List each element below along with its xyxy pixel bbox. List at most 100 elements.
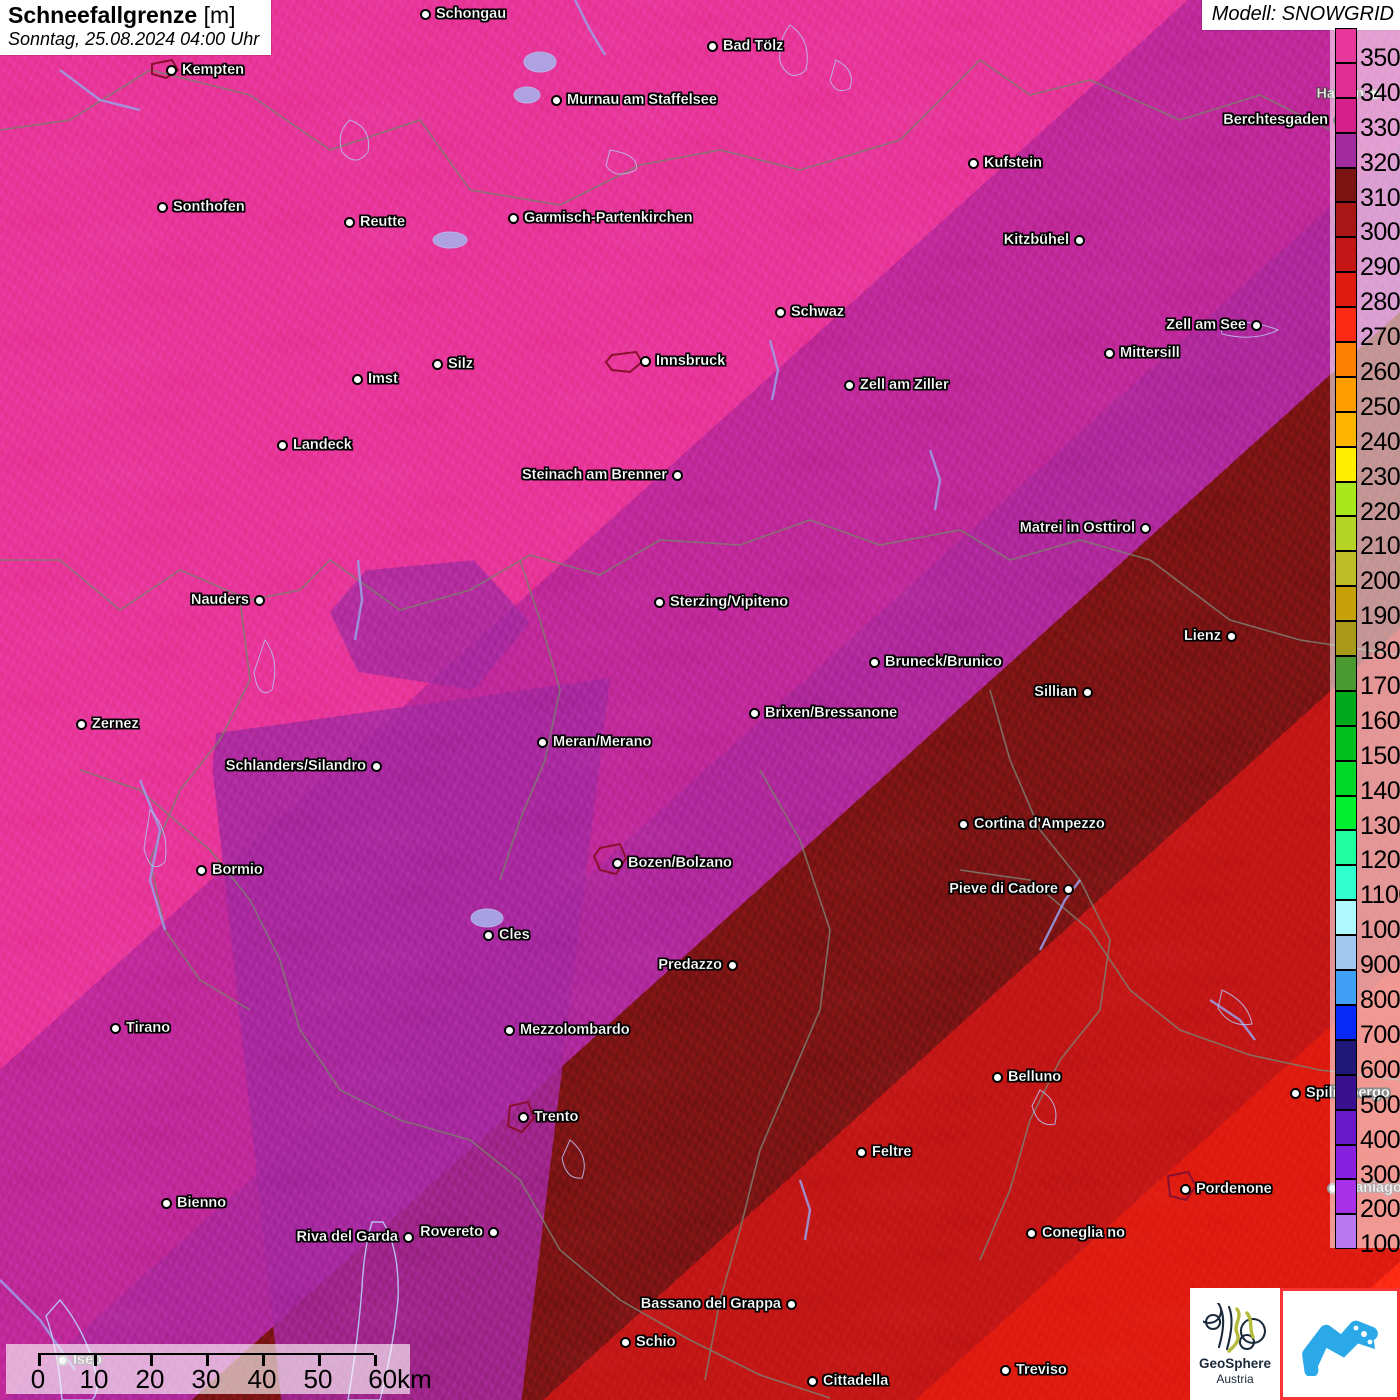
city-name: Kitzbühel [1003, 232, 1069, 248]
city-label[interactable]: Berchtesgaden [1223, 112, 1344, 128]
city-label[interactable]: Cittadella [807, 1373, 888, 1389]
city-label[interactable]: Rovereto [420, 1224, 499, 1240]
city-label[interactable]: Treviso [1000, 1362, 1067, 1378]
city-label[interactable]: Pordenone [1180, 1181, 1272, 1197]
legend-value-label: 1200 [1360, 846, 1400, 875]
city-marker-icon [672, 469, 683, 481]
city-label[interactable]: Nauders [191, 592, 265, 608]
scale-label: 30 [191, 1364, 221, 1394]
city-label[interactable]: Innsbruck [640, 353, 725, 369]
city-label[interactable]: Feltre [856, 1144, 912, 1160]
legend-swatch [1335, 1039, 1357, 1075]
city-label[interactable]: Sterzing/Vipiteno [654, 594, 788, 610]
geosphere-logo[interactable]: GeoSphere Austria [1190, 1288, 1280, 1400]
city-label[interactable]: Kufstein [968, 155, 1042, 171]
legend-swatch [1335, 656, 1357, 691]
city-label[interactable]: Zell am Ziller [844, 377, 949, 393]
city-label[interactable]: Schwaz [775, 304, 844, 320]
city-marker-icon [786, 1298, 797, 1310]
legend-swatch [1335, 132, 1357, 168]
city-marker-icon [654, 596, 665, 608]
city-name: Bad Tölz [723, 38, 784, 54]
city-marker-icon [161, 1197, 172, 1209]
city-name: Berchtesgaden [1223, 112, 1328, 128]
snow-mountain-icon [1302, 1320, 1378, 1376]
city-label[interactable]: Zell am See [1166, 317, 1262, 333]
city-label[interactable]: Bassano del Grappa [641, 1296, 797, 1312]
legend-row: 1500 [1330, 725, 1400, 768]
city-label[interactable]: Bienno [161, 1195, 226, 1211]
city-label[interactable]: Silz [432, 356, 473, 372]
city-marker-icon [537, 736, 548, 748]
city-label[interactable]: Kitzbühel [1004, 232, 1085, 248]
city-marker-icon [76, 718, 87, 730]
city-label[interactable]: Imst [352, 371, 398, 387]
city-label[interactable]: Brixen/Bressanone [749, 705, 897, 721]
city-name: Mittersill [1120, 345, 1180, 361]
city-label[interactable]: Zernez [76, 716, 139, 732]
legend-row: 1900 [1330, 586, 1400, 629]
city-marker-icon [352, 373, 363, 385]
city-label[interactable]: Cles [483, 927, 530, 943]
legend-swatch [1335, 690, 1357, 726]
legend-swatch [1335, 935, 1357, 971]
city-label[interactable]: Murnau am Staffelsee [551, 92, 717, 108]
city-name: Schio [636, 1334, 676, 1350]
city-label[interactable]: Sillian [1034, 684, 1093, 700]
city-label[interactable]: Trento [518, 1109, 578, 1125]
city-label[interactable]: Garmisch-Partenkirchen [508, 210, 693, 226]
legend-row: 200 [1330, 1179, 1400, 1222]
city-name: Bozen/Bolzano [628, 855, 732, 871]
city-name: Sonthofen [173, 199, 245, 215]
city-label[interactable]: Riva del Garda [296, 1229, 414, 1245]
legend-swatch [1335, 28, 1357, 63]
city-label[interactable]: Bruneck/Brunico [869, 654, 1002, 670]
scale-label: 20 [135, 1364, 165, 1394]
city-marker-icon [612, 857, 623, 869]
city-label[interactable]: Kempten [166, 62, 244, 78]
city-label[interactable]: Pieve di Cadore [949, 881, 1074, 897]
city-marker-icon [707, 40, 718, 52]
color-legend[interactable]: 3500 3400 3300 3200 3100 3000 2900 2800 2700 2600… [1330, 28, 1400, 1257]
city-label[interactable]: Cortina d'Ampezzo [958, 816, 1105, 832]
city-label[interactable]: Bozen/Bolzano [612, 855, 732, 871]
city-label[interactable]: Tirano [110, 1020, 170, 1036]
scale-label: 0 [30, 1364, 46, 1394]
city-name: Bormio [212, 862, 263, 878]
city-label[interactable]: Meran/Merano [537, 734, 651, 750]
city-label[interactable]: Mezzolombardo [504, 1022, 630, 1038]
city-label[interactable]: Bad Tölz [707, 38, 784, 54]
legend-value-label: 500 [1360, 1090, 1400, 1119]
city-marker-icon [620, 1336, 631, 1348]
city-label[interactable]: Reutte [344, 214, 405, 230]
city-name: Bassano del Grappa [640, 1296, 781, 1312]
city-marker-icon [166, 64, 177, 76]
legend-value-label: 2100 [1360, 532, 1400, 561]
city-label[interactable]: Steinach am Brenner [522, 467, 683, 483]
city-label[interactable]: Landeck [277, 437, 352, 453]
legend-swatch [1335, 167, 1357, 203]
legend-value-label: 2500 [1360, 392, 1400, 421]
city-label[interactable]: Mittersill [1104, 345, 1180, 361]
city-label[interactable]: Coneglia no [1026, 1225, 1125, 1241]
city-marker-icon [1290, 1087, 1301, 1099]
city-label[interactable]: Bormio [196, 862, 263, 878]
legend-value-label: 2700 [1360, 323, 1400, 352]
city-label[interactable]: Schio [620, 1334, 676, 1350]
snowgrid-logo[interactable] [1280, 1288, 1400, 1400]
title-box: Schneefallgrenze [m] Sonntag, 25.08.2024… [0, 0, 272, 55]
city-name: Cittadella [823, 1373, 889, 1389]
city-label[interactable]: Lienz [1184, 628, 1237, 644]
city-label[interactable]: Sonthofen [157, 199, 245, 215]
city-label[interactable]: Schlanders/Silandro [226, 758, 382, 774]
city-label[interactable]: Schongau [420, 6, 506, 22]
city-label[interactable]: Matrei in Osttirol [1020, 520, 1151, 536]
legend-row: 3000 [1330, 202, 1400, 245]
legend-value-label: 2000 [1360, 567, 1400, 596]
city-label[interactable]: Predazzo [658, 957, 738, 973]
city-name: Schwaz [791, 304, 845, 320]
city-marker-icon [1000, 1364, 1011, 1376]
city-label[interactable]: Belluno [992, 1069, 1061, 1085]
